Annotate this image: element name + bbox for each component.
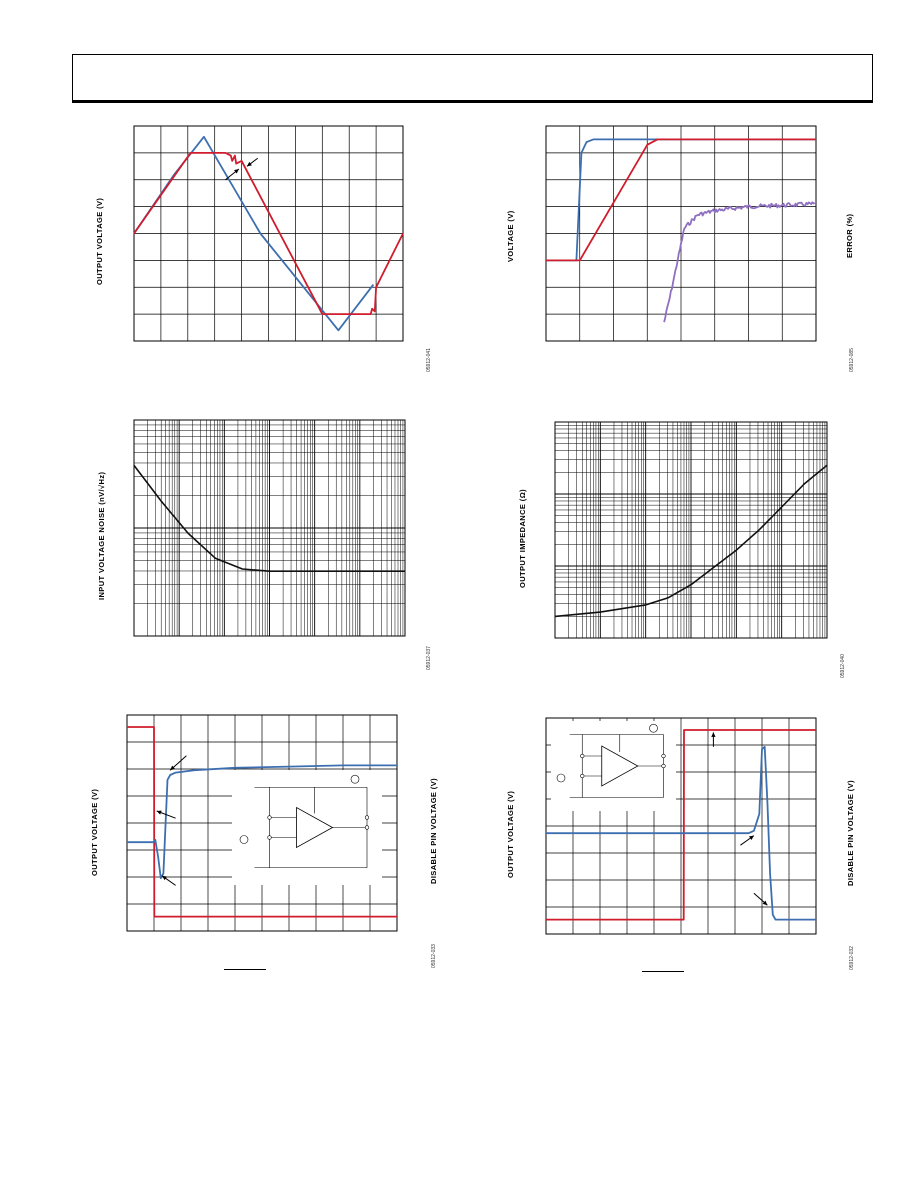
chart-6-annotation-arrow-2-head — [748, 835, 754, 840]
chart-2-series-3-purple-line — [663, 201, 816, 323]
chart-1-series-2-red-line — [133, 151, 404, 316]
chart-5-probe-symbol — [350, 774, 360, 784]
chart-6-y2label: DISABLE PIN VOLTAGE (V) — [846, 779, 855, 886]
chart-4-ylabel: OUTPUT IMPEDANCE (Ω) — [518, 488, 527, 588]
chart-1-figure-code: 05912-041 — [426, 348, 432, 372]
chart-2-y2label: ERROR (%) — [845, 213, 854, 258]
chart-2-figure-code: 05912-085 — [849, 348, 855, 372]
chart-6-series-2-blue-line — [546, 745, 816, 921]
chart-1-ylabel: OUTPUT VOLTAGE (V) — [95, 197, 104, 285]
chart-6-probe-symbol — [649, 723, 658, 733]
chart-1-annotation-arrow-2-head — [234, 169, 239, 174]
chart-6-series-1-red-line — [546, 729, 816, 921]
chart-3-series-1-black-line — [133, 464, 405, 573]
chart-5-schematic-node — [267, 815, 272, 820]
chart-2-ylabel: VOLTAGE (V) — [506, 210, 515, 262]
chart-6-annotation-arrow-1-head — [711, 732, 716, 737]
chart-3-ylabel: INPUT VOLTAGE NOISE (nV/√Hz) — [97, 471, 106, 600]
chart-5-caption-underline — [224, 969, 266, 970]
chart-5-source-symbol — [239, 835, 249, 844]
chart-6-annotation-arrow-3-head — [762, 900, 768, 906]
chart-6-schematic-node — [661, 753, 666, 759]
chart-5-schematic-node — [267, 835, 272, 840]
chart-5-opamp-symbol — [296, 806, 334, 849]
chart-5-series-1-red-line — [127, 726, 397, 918]
chart-6-source-symbol — [556, 773, 566, 783]
chart-6-figure-code: 05912-032 — [849, 946, 855, 970]
chart-4-figure-code: 05912-040 — [840, 654, 846, 678]
chart-6-opamp-symbol — [601, 745, 639, 787]
chart-5-annotation-arrow-3-head — [162, 875, 168, 881]
chart-5-annotation-arrow-2-head — [156, 810, 162, 815]
chart-6-schematic-node — [580, 773, 585, 779]
chart-2-series-2-red-line — [546, 138, 816, 262]
chart-1-annotation-arrow-1-head — [246, 161, 252, 167]
chart-6-ylabel: OUTPUT VOLTAGE (V) — [506, 790, 515, 878]
page-header-frame — [72, 54, 873, 103]
chart-6-schematic-node — [580, 753, 585, 759]
chart-5-schematic-node — [364, 815, 370, 820]
chart-5-schematic-node — [364, 825, 370, 830]
chart-5-y2label: DISABLE PIN VOLTAGE (V) — [429, 777, 438, 884]
chart-6-caption-underline — [642, 971, 684, 972]
chart-5-annotation-arrow-1-head — [170, 765, 176, 771]
chart-5-figure-code: 05912-033 — [431, 944, 437, 968]
chart-5-series-2-blue-line — [127, 764, 397, 880]
chart-6-schematic-node — [661, 763, 666, 769]
chart-3-figure-code: 05912-037 — [426, 646, 432, 670]
chart-5-ylabel: OUTPUT VOLTAGE (V) — [90, 788, 99, 876]
chart-4-series-1-black-line — [554, 464, 828, 618]
